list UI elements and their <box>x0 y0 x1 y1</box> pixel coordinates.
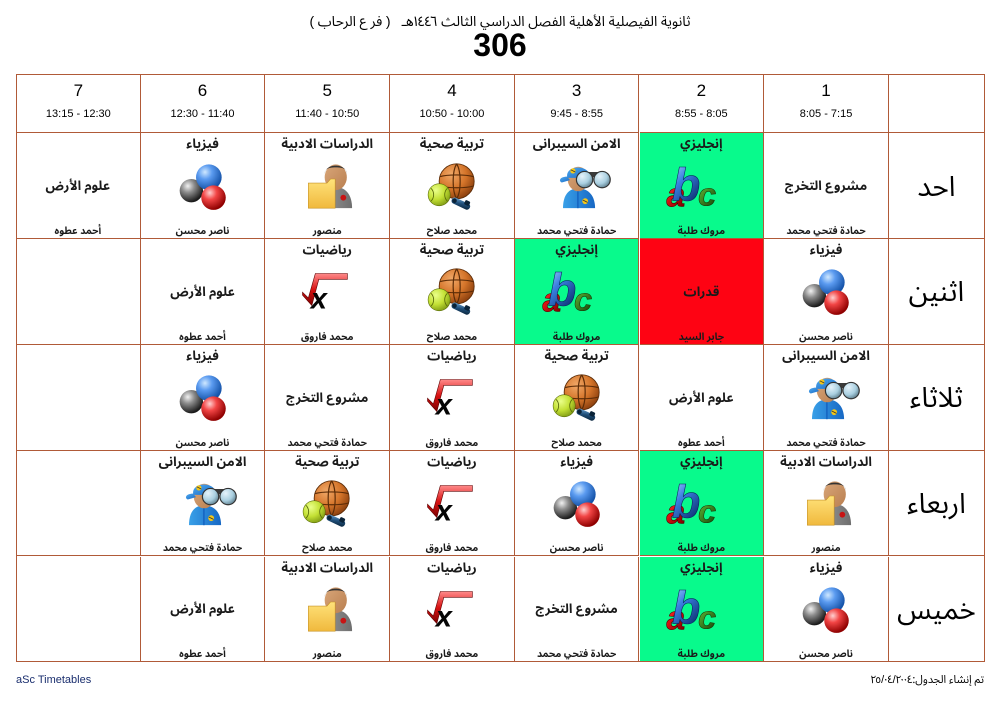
svg-text:b: b <box>672 476 701 528</box>
svg-text:b: b <box>672 158 701 210</box>
svg-text:x: x <box>434 496 454 528</box>
svg-text:c: c <box>574 281 592 318</box>
svg-text:x: x <box>434 390 454 422</box>
svg-text:x: x <box>434 601 454 633</box>
svg-text:b: b <box>548 264 577 316</box>
svg-text:c: c <box>698 598 716 635</box>
svg-text:b: b <box>672 581 701 633</box>
svg-text:x: x <box>309 284 329 316</box>
svg-text:c: c <box>698 175 716 212</box>
svg-text:c: c <box>698 492 716 529</box>
